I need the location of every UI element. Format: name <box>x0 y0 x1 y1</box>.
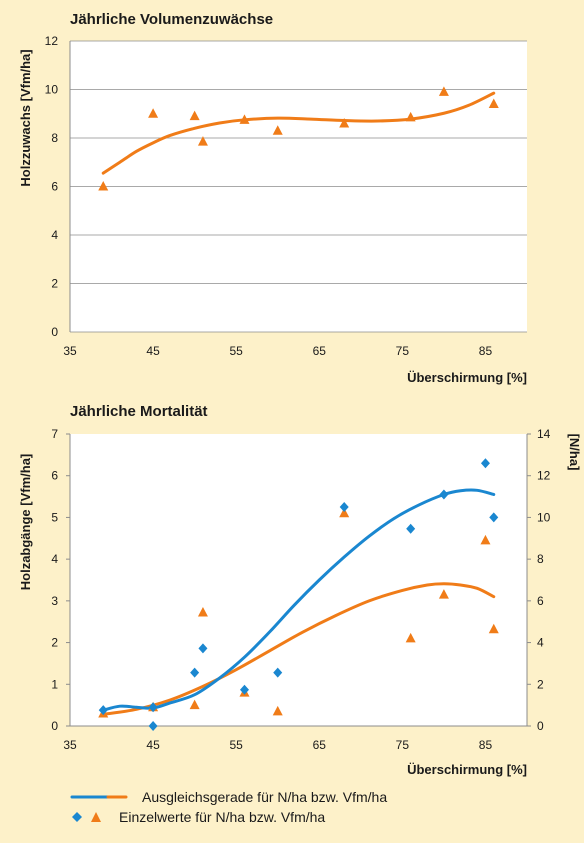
chart2-y2-tick-label: 6 <box>537 594 544 608</box>
chart2-point-triangle <box>480 534 491 545</box>
chart1-fit-lines <box>101 91 496 175</box>
chart2-points <box>98 458 499 731</box>
chart2-point-triangle <box>189 699 200 710</box>
chart2-x-tick-label: 85 <box>479 738 493 752</box>
chart1-y-axis-label: Holzzuwachs [Vfm/ha] <box>18 49 33 186</box>
chart1-x-tick-label: 35 <box>63 344 77 358</box>
chart1-point-triangle <box>148 108 159 118</box>
chart1-y-tick-label: 2 <box>51 277 58 291</box>
chart1-y-tick-label: 8 <box>51 131 58 145</box>
chart2-y-tick-label: 7 <box>51 427 58 441</box>
chart2-point-triangle <box>339 507 350 518</box>
chart2-point-diamond <box>489 512 499 523</box>
chart1-x-tick-label: 85 <box>479 344 493 358</box>
chart2-y2-tick-label: 12 <box>537 469 551 483</box>
legend: Ausgleichsgerade für N/ha bzw. Vfm/ha Ei… <box>70 789 387 825</box>
chart1-y-tick-label: 0 <box>51 325 58 339</box>
chart2-point-diamond <box>439 489 449 500</box>
chart2-point-diamond <box>148 702 158 713</box>
chart2-point-diamond <box>98 705 108 716</box>
chart2-y-ticks: 0 1 2 3 4 5 6 7 <box>51 427 58 733</box>
chart1-x-tick-label: 75 <box>396 344 410 358</box>
chart2-point-triangle <box>488 623 499 634</box>
chart2-axes <box>66 433 531 727</box>
chart2-y2-axis-label: [N/ha] <box>567 434 582 471</box>
chart2-plot-area <box>70 434 527 726</box>
chart2-x-tick-label: 45 <box>146 738 160 752</box>
chart1-x-tick-label: 55 <box>230 344 244 358</box>
legend-fit-label: Ausgleichsgerade für N/ha bzw. Vfm/ha <box>142 789 387 805</box>
chart1-x-tick-label: 45 <box>146 344 160 358</box>
chart2-fit-line-0 <box>101 582 496 716</box>
chart2-y-axis-label: Holzabgänge [Vfm/ha] <box>18 454 33 591</box>
chart2-y-tick-label: 6 <box>51 469 58 483</box>
chart2-y2-tick-label: 8 <box>537 552 544 566</box>
legend-diamond-marker <box>72 812 82 822</box>
chart2-point-triangle <box>272 705 283 716</box>
chart1-point-triangle <box>197 136 208 146</box>
chart2-point-diamond <box>480 458 490 469</box>
chart2-y2-tick-label: 0 <box>537 719 544 733</box>
chart2-y-tick-label: 4 <box>51 552 58 566</box>
chart2-point-diamond <box>198 643 208 654</box>
chart2-y2-tick-label: 2 <box>537 677 544 691</box>
chart2-y2-tick-label: 10 <box>537 510 551 524</box>
chart-volumenzuwaechse: Jährliche Volumenzuwächse 0 2 4 6 8 10 12 35 45… <box>18 11 527 385</box>
chart2-point-diamond <box>239 684 249 695</box>
chart2-y-tick-label: 5 <box>51 510 58 524</box>
chart2-x-tick-label: 55 <box>230 738 244 752</box>
chart1-point-triangle <box>239 114 250 124</box>
chart2-point-diamond <box>148 721 158 731</box>
chart1-x-axis-label: Überschirmung [%] <box>407 370 527 385</box>
chart2-y-tick-label: 1 <box>51 677 58 691</box>
chart1-title: Jährliche Volumenzuwächse <box>70 11 273 28</box>
chart1-y-tick-label: 10 <box>45 83 59 97</box>
chart2-point-diamond <box>339 502 349 512</box>
chart1-y-ticks: 0 2 4 6 8 10 12 <box>45 34 59 339</box>
chart1-point-triangle <box>189 110 200 121</box>
chart1-y-tick-label: 4 <box>51 228 58 242</box>
chart1-fit-line-0 <box>101 91 496 175</box>
chart1-points <box>98 86 499 191</box>
chart1-x-ticks: 35 45 55 65 75 85 <box>63 344 492 358</box>
chart2-x-tick-label: 65 <box>313 738 327 752</box>
chart2-y2-tick-label: 14 <box>537 427 551 441</box>
chart2-point-triangle <box>405 632 416 643</box>
chart1-point-triangle <box>272 125 283 135</box>
chart2-x-axis-label: Überschirmung [%] <box>407 762 527 777</box>
chart2-point-triangle <box>197 607 208 617</box>
chart2-y-tick-label: 3 <box>51 594 58 608</box>
chart2-y-tick-label: 0 <box>51 719 58 733</box>
chart1-y-tick-label: 12 <box>45 34 59 48</box>
chart1-grid <box>69 40 527 333</box>
chart2-point-diamond <box>406 523 416 534</box>
chart1-y-tick-label: 6 <box>51 180 58 194</box>
chart2-x-tick-label: 35 <box>63 738 77 752</box>
chart2-y-tick-label: 2 <box>51 636 58 650</box>
chart2-x-tick-label: 75 <box>396 738 410 752</box>
chart2-point-diamond <box>190 667 200 678</box>
chart1-point-triangle <box>98 181 109 191</box>
chart2-y2-tick-label: 4 <box>537 636 544 650</box>
chart2-x-ticks: 35 45 55 65 75 85 <box>63 738 492 752</box>
chart2-point-diamond <box>273 667 283 678</box>
legend-triangle-marker <box>91 812 101 822</box>
chart2-point-triangle <box>438 589 449 599</box>
legend-points-label: Einzelwerte für N/ha bzw. Vfm/ha <box>119 809 325 825</box>
chart1-point-triangle <box>339 117 350 128</box>
chart2-title: Jährliche Mortalität <box>70 403 208 420</box>
chart2-y2-ticks: 0 2 4 6 8 10 12 14 <box>537 427 551 733</box>
chart1-point-triangle <box>438 86 449 96</box>
chart1-point-triangle <box>405 111 416 122</box>
chart1-point-triangle <box>488 98 499 109</box>
chart1-x-tick-label: 65 <box>313 344 327 358</box>
